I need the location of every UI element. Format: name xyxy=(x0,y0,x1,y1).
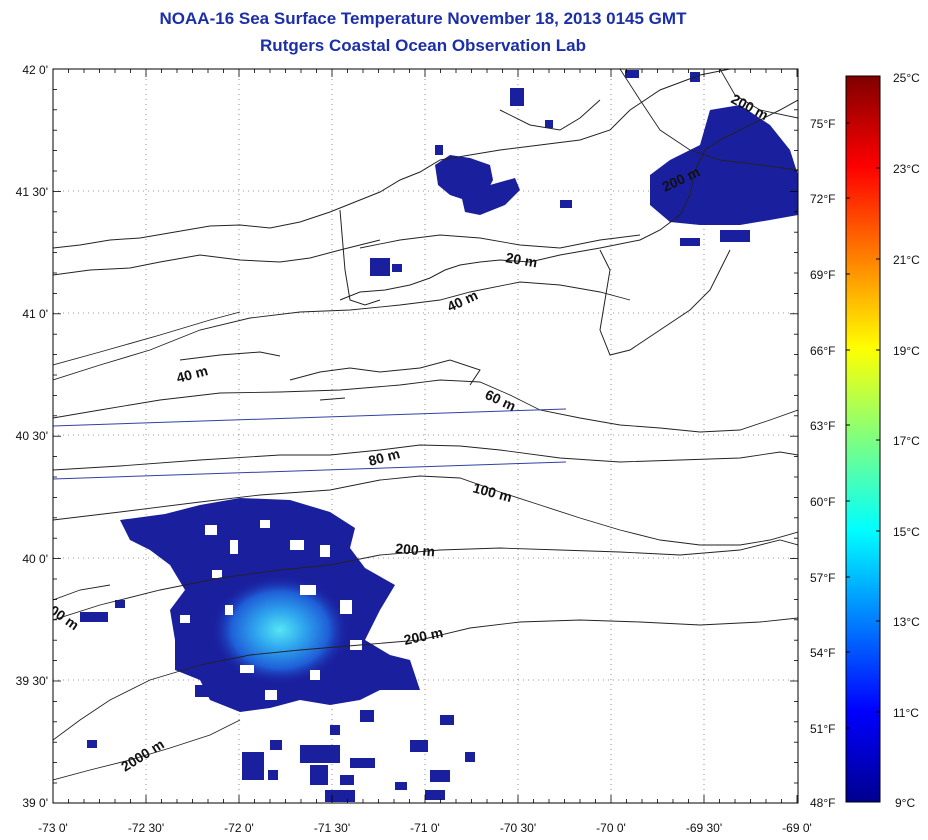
colorbar-fahrenheit-label: 57°F xyxy=(810,571,835,585)
longitude-tick-labels: -73 0' -72 30' -72 0' -71 30' -71 0' -70… xyxy=(38,821,812,835)
colorbar-fahrenheit-label: 75°F xyxy=(810,117,835,131)
contour-40m xyxy=(53,281,631,381)
lat-tick-label: 40 30' xyxy=(16,429,48,443)
sst-warm-core xyxy=(210,575,350,685)
colorbar-celsius-label: 23°C xyxy=(893,162,920,176)
temperature-colorbar: 25°C 23°C 21°C 19°C 17°C 15°C 13°C 11°C … xyxy=(810,71,920,810)
contour-20m xyxy=(359,234,641,249)
latitude-tick-labels: 39 0' 39 30' 40 0' 40 30' 41 0' 41 30' 4… xyxy=(16,63,48,810)
lon-tick-label: -69 0' xyxy=(782,821,812,835)
contour-2000m xyxy=(53,617,798,741)
lon-tick-label: -69 30' xyxy=(686,821,722,835)
contour-40m-b xyxy=(53,311,241,366)
sst-cold-water-patches-north xyxy=(370,70,798,276)
colorbar-celsius-label: 17°C xyxy=(893,434,920,448)
lon-tick-label: -70 30' xyxy=(500,821,536,835)
contour-100m xyxy=(53,475,798,546)
frame-minor-ticks xyxy=(52,68,798,803)
lat-tick-label: 41 0' xyxy=(22,307,48,321)
colorbar-fahrenheit-label: 66°F xyxy=(810,344,835,358)
contour-label-200m-sw: 2000 m xyxy=(118,736,167,775)
contour-label-40m-east: 40 m xyxy=(445,287,481,315)
contour-label-2000m: 200 m xyxy=(402,624,444,648)
contour-200m-sw xyxy=(53,719,241,781)
coastline xyxy=(53,69,798,401)
bathymetry-contours xyxy=(53,69,798,781)
contour-200m-ne xyxy=(619,69,798,171)
colorbar-celsius-label: 21°C xyxy=(893,253,920,267)
colorbar-celsius-label: 25°C xyxy=(893,71,920,85)
map-title: NOAA-16 Sea Surface Temperature November… xyxy=(159,9,687,28)
colorbar-fahrenheit-label: 48°F xyxy=(810,796,835,810)
contour-80m xyxy=(53,444,798,471)
contour-label-100m: 100 m xyxy=(471,479,513,505)
lat-tick-label: 39 30' xyxy=(16,674,48,688)
colorbar-fahrenheit-label: 69°F xyxy=(810,268,835,282)
colorbar-fahrenheit-label: 60°F xyxy=(810,495,835,509)
colorbar-fahrenheit-label: 54°F xyxy=(810,646,835,660)
lon-tick-label: -72 0' xyxy=(224,821,254,835)
contour-label-40m-west: 40 m xyxy=(175,362,210,386)
contour-label-60m: 60 m xyxy=(483,386,519,414)
lat-tick-label: 40 0' xyxy=(22,552,48,566)
colorbar-celsius-label: 15°C xyxy=(893,525,920,539)
colorbar-celsius-label: 13°C xyxy=(893,615,920,629)
lon-tick-label: -71 0' xyxy=(410,821,440,835)
lon-tick-label: -72 30' xyxy=(128,821,164,835)
contour-60m xyxy=(53,379,798,433)
lon-tick-label: -71 30' xyxy=(314,821,350,835)
lon-tick-label: -70 0' xyxy=(596,821,626,835)
transect-lines xyxy=(53,408,567,480)
colorbar-fahrenheit-label: 63°F xyxy=(810,419,835,433)
colorbar-fahrenheit-label: 72°F xyxy=(810,192,835,206)
colorbar-celsius-label: 11°C xyxy=(893,706,919,720)
map-plot-area: 20 m 40 m 40 m 60 m 80 m 100 m 200 m 200… xyxy=(40,69,798,803)
contour-label-200m: 200 m xyxy=(395,540,436,559)
contour-label-80m: 80 m xyxy=(367,445,402,469)
colorbar-celsius-label: 19°C xyxy=(893,344,920,358)
map-subtitle: Rutgers Coastal Ocean Observation Lab xyxy=(260,36,586,55)
lat-tick-label: 39 0' xyxy=(22,796,48,810)
lat-tick-label: 42 0' xyxy=(22,63,48,77)
colorbar-gradient xyxy=(845,75,881,803)
colorbar-celsius-label: 9°C xyxy=(895,796,915,810)
contour-200m xyxy=(53,539,798,621)
colorbar-fahrenheit-label: 51°F xyxy=(810,722,835,736)
contour-label-20m: 20 m xyxy=(504,249,538,270)
lat-tick-label: 41 30' xyxy=(16,185,48,199)
contour-label-200m-edge: 200 m xyxy=(40,597,82,633)
lon-tick-label: -73 0' xyxy=(38,821,68,835)
